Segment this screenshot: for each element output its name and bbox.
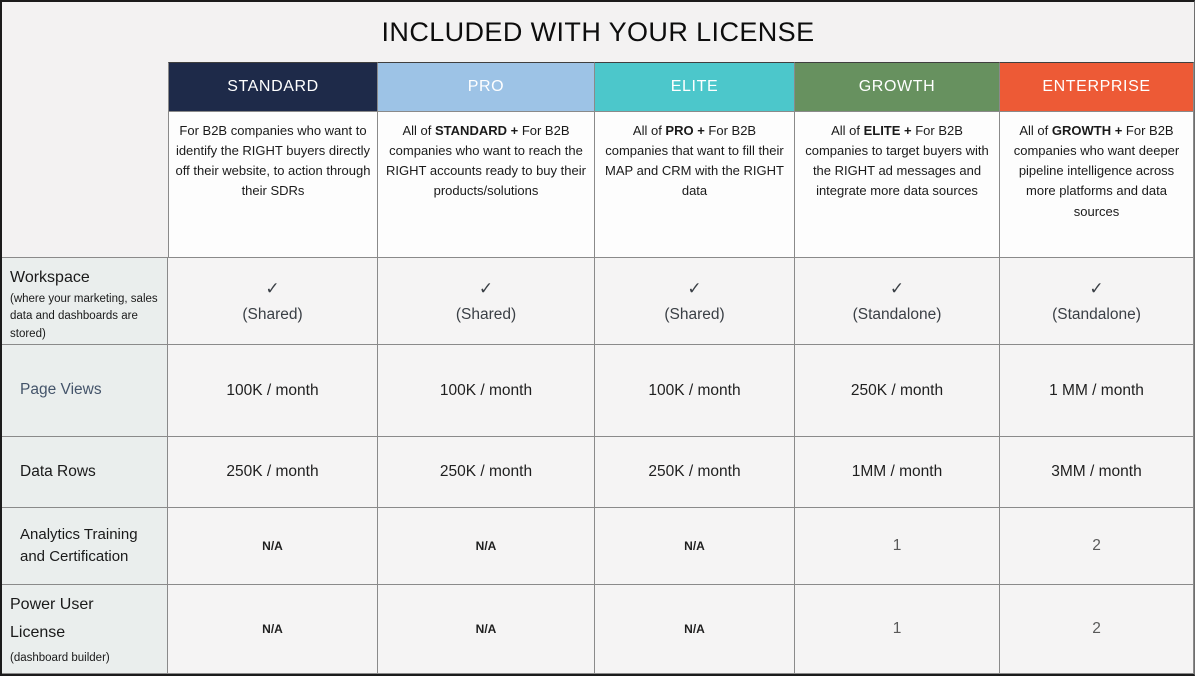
plan-name-elite: ELITE xyxy=(670,78,719,95)
feature-label-workspace: Workspace (where your marketing, sales d… xyxy=(2,258,168,345)
page-views-pro-cell: 100K / month xyxy=(378,345,595,437)
page-views-standard-value: 100K / month xyxy=(226,381,319,399)
feature-label-analytics-training-text: Analytics Training and Certification xyxy=(20,526,138,565)
workspace-pro-cell: ✓ (Shared) xyxy=(378,258,595,345)
data-rows-enterprise-value: 3MM / month xyxy=(1051,463,1142,480)
page-views-enterprise-value: 1 MM / month xyxy=(1049,381,1144,399)
corner-spacer-description xyxy=(2,112,168,258)
analytics-growth-cell: 1 xyxy=(795,508,1000,585)
plan-name-growth: GROWTH xyxy=(858,78,936,95)
plan-header-growth: GROWTH xyxy=(795,62,1000,112)
check-icon: ✓ xyxy=(478,278,494,298)
feature-label-page-views: Page Views xyxy=(2,345,168,437)
feature-label-page-views-text: Page Views xyxy=(20,381,102,399)
plan-description-elite: All of PRO + For B2B companies that want… xyxy=(595,112,795,258)
plan-header-standard: STANDARD xyxy=(168,62,378,112)
power-user-standard-value: N/A xyxy=(262,622,283,636)
power-user-enterprise-cell: 2 xyxy=(1000,585,1194,674)
data-rows-enterprise-cell: 3MM / month xyxy=(1000,437,1194,508)
plan-description-growth: All of ELITE + For B2B companies to targ… xyxy=(795,112,1000,258)
feature-label-power-user: Power User License (dashboard builder) xyxy=(2,585,168,674)
feature-sublabel-workspace: (where your marketing, sales data and da… xyxy=(10,293,158,340)
workspace-enterprise-cell: ✓ (Standalone) xyxy=(1000,258,1194,345)
page-views-elite-value: 100K / month xyxy=(648,381,741,399)
workspace-elite-mode: (Shared) xyxy=(664,305,725,323)
feature-label-data-rows: Data Rows xyxy=(2,437,168,508)
plan-description-pro: All of STANDARD + For B2B companies who … xyxy=(378,112,595,258)
plan-name-pro: PRO xyxy=(467,78,505,95)
plan-header-pro: PRO xyxy=(378,62,595,112)
feature-label-data-rows-text: Data Rows xyxy=(20,462,96,480)
workspace-growth-mode: (Standalone) xyxy=(852,305,942,323)
page-views-pro-value: 100K / month xyxy=(439,381,533,399)
workspace-enterprise-mode: (Standalone) xyxy=(1052,305,1141,323)
data-rows-growth-value: 1MM / month xyxy=(851,463,943,480)
power-user-enterprise-value: 2 xyxy=(1092,620,1101,637)
page-title: INCLUDED WITH YOUR LICENSE xyxy=(381,16,815,47)
page-views-enterprise-cell: 1 MM / month xyxy=(1000,345,1194,437)
feature-label-power-user-text: Power User License xyxy=(10,595,94,642)
page-views-growth-cell: 250K / month xyxy=(795,345,1000,437)
corner-spacer-header xyxy=(2,62,168,112)
power-user-standard-cell: N/A xyxy=(168,585,378,674)
feature-sublabel-power-user: (dashboard builder) xyxy=(10,652,110,665)
plan-description-standard: For B2B companies who want to identify t… xyxy=(168,112,378,258)
data-rows-pro-cell: 250K / month xyxy=(378,437,595,508)
power-user-growth-value: 1 xyxy=(892,620,902,637)
analytics-growth-value: 1 xyxy=(892,537,902,554)
analytics-elite-cell: N/A xyxy=(595,508,795,585)
check-icon: ✓ xyxy=(889,278,905,298)
page-views-growth-value: 250K / month xyxy=(850,381,944,399)
check-icon: ✓ xyxy=(687,278,702,298)
workspace-standard-mode: (Shared) xyxy=(242,305,303,323)
analytics-enterprise-value: 2 xyxy=(1092,537,1101,554)
analytics-pro-value: N/A xyxy=(475,539,497,553)
plan-header-elite: ELITE xyxy=(595,62,795,112)
check-icon: ✓ xyxy=(265,278,280,298)
plan-name-standard: STANDARD xyxy=(227,78,319,95)
plan-header-enterprise: ENTERPRISE xyxy=(1000,62,1194,112)
analytics-pro-cell: N/A xyxy=(378,508,595,585)
feature-label-analytics-training: Analytics Training and Certification xyxy=(2,508,168,585)
power-user-elite-value: N/A xyxy=(684,622,705,636)
page-views-standard-cell: 100K / month xyxy=(168,345,378,437)
analytics-standard-value: N/A xyxy=(262,539,283,553)
workspace-pro-mode: (Shared) xyxy=(455,305,517,323)
data-rows-standard-value: 250K / month xyxy=(226,463,319,480)
plan-description-enterprise: All of GROWTH + For B2B companies who wa… xyxy=(1000,112,1194,258)
plan-name-enterprise: ENTERPRISE xyxy=(1042,78,1151,95)
check-icon: ✓ xyxy=(1089,278,1104,298)
power-user-pro-value: N/A xyxy=(475,622,497,636)
analytics-enterprise-cell: 2 xyxy=(1000,508,1194,585)
workspace-standard-cell: ✓ (Shared) xyxy=(168,258,378,345)
data-rows-standard-cell: 250K / month xyxy=(168,437,378,508)
power-user-elite-cell: N/A xyxy=(595,585,795,674)
data-rows-growth-cell: 1MM / month xyxy=(795,437,1000,508)
power-user-growth-cell: 1 xyxy=(795,585,1000,674)
feature-label-workspace-text: Workspace xyxy=(10,269,90,286)
analytics-elite-value: N/A xyxy=(684,539,705,553)
workspace-elite-cell: ✓ (Shared) xyxy=(595,258,795,345)
power-user-pro-cell: N/A xyxy=(378,585,595,674)
analytics-standard-cell: N/A xyxy=(168,508,378,585)
data-rows-pro-value: 250K / month xyxy=(439,463,533,480)
data-rows-elite-cell: 250K / month xyxy=(595,437,795,508)
data-rows-elite-value: 250K / month xyxy=(648,463,741,480)
workspace-growth-cell: ✓ (Standalone) xyxy=(795,258,1000,345)
page-views-elite-cell: 100K / month xyxy=(595,345,795,437)
